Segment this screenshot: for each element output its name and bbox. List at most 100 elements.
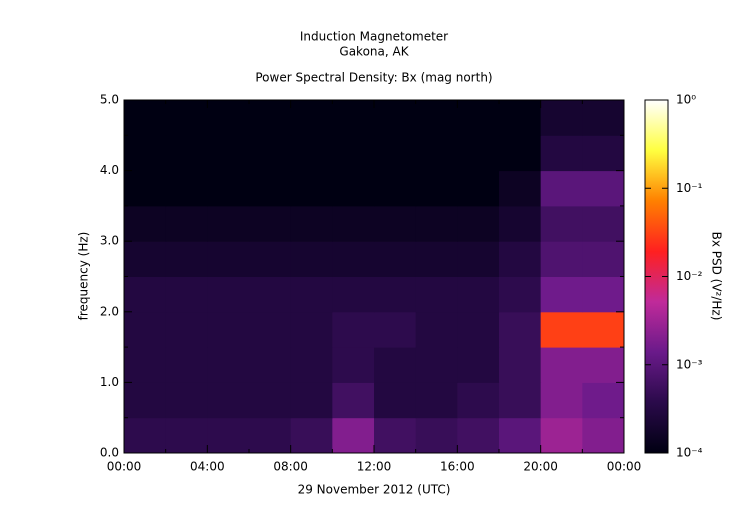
heatmap-cell: [499, 135, 542, 172]
heatmap-cell: [415, 135, 458, 172]
heatmap-cell: [499, 382, 542, 419]
heatmap-cell: [290, 205, 333, 242]
heatmap-cell: [290, 382, 333, 419]
heatmap-cell: [207, 135, 250, 172]
heatmap-cell: [207, 100, 250, 136]
heatmap-cell: [415, 311, 458, 348]
heatmap-cell: [540, 347, 583, 383]
colorbar-tick-label: 10⁻¹: [676, 181, 703, 195]
heatmap-cell: [290, 417, 333, 454]
heatmap-cell: [207, 170, 250, 207]
heatmap-cell: [499, 241, 542, 277]
heatmap-cell: [457, 135, 500, 172]
heatmap-cell: [332, 417, 375, 454]
heatmap-cell: [499, 170, 542, 207]
heatmap-cell: [249, 382, 292, 419]
heatmap-cell: [124, 205, 167, 242]
heatmap-cell: [457, 276, 500, 313]
heatmap-cell: [165, 100, 208, 136]
heatmap-cell: [249, 241, 292, 277]
heatmap-cell: [374, 311, 417, 348]
heatmap-cell: [290, 347, 333, 383]
y-tick-label: 5.0: [100, 93, 119, 107]
heatmap-cell: [332, 100, 375, 136]
heatmap-cell: [499, 417, 542, 454]
heatmap-cell: [540, 382, 583, 419]
heatmap-cell: [457, 170, 500, 207]
heatmap-cell: [457, 417, 500, 454]
heatmap-cell: [499, 311, 542, 348]
heatmap-cell: [415, 347, 458, 383]
heatmap-cell: [415, 417, 458, 454]
colorbar-tick-label: 10⁻⁴: [676, 446, 703, 460]
heatmap-cell: [540, 417, 583, 454]
y-tick-label: 4.0: [100, 163, 119, 177]
heatmap-cell: [165, 135, 208, 172]
heatmap-cell: [249, 347, 292, 383]
y-tick-label: 0.0: [100, 446, 119, 460]
heatmap-cell: [374, 205, 417, 242]
x-tick-label: 16:00: [440, 460, 475, 474]
heatmap-cell: [165, 205, 208, 242]
heatmap-cell: [124, 417, 167, 454]
heatmap-cell: [374, 241, 417, 277]
heatmap-cell: [582, 170, 625, 207]
x-tick-label: 00:00: [607, 460, 642, 474]
heatmap-cell: [374, 347, 417, 383]
heatmap-cell: [540, 241, 583, 277]
heatmap-cell: [207, 311, 250, 348]
y-axis-label: frequency (Hz): [77, 232, 91, 321]
heatmap-cell: [332, 311, 375, 348]
heatmap-cell: [290, 100, 333, 136]
heatmap-cell: [374, 417, 417, 454]
heatmap-cell: [415, 241, 458, 277]
heatmap-cell: [415, 276, 458, 313]
heatmap-cell: [290, 135, 333, 172]
heatmap-cell: [124, 100, 167, 136]
chart-subtitle: Gakona, AK: [339, 45, 409, 59]
heatmap-cell: [540, 135, 583, 172]
plot-title: Power Spectral Density: Bx (mag north): [255, 71, 492, 85]
heatmap-cell: [457, 205, 500, 242]
heatmap-cell: [457, 347, 500, 383]
colorbar-tick-label: 10⁻²: [676, 269, 703, 283]
heatmap-cell: [207, 241, 250, 277]
heatmap-cell: [165, 417, 208, 454]
heatmap-cell: [415, 100, 458, 136]
heatmap-cell: [124, 241, 167, 277]
heatmap-cell: [249, 135, 292, 172]
colorbar-tick-label: 10⁻³: [676, 357, 703, 371]
heatmap-cell: [124, 135, 167, 172]
heatmap-cell: [582, 382, 625, 419]
heatmap-cell: [207, 382, 250, 419]
heatmap-cell: [249, 170, 292, 207]
heatmap-cell: [165, 241, 208, 277]
heatmap-cell: [415, 205, 458, 242]
x-tick-label: 08:00: [273, 460, 308, 474]
heatmap-cell: [249, 100, 292, 136]
heatmap-cell: [415, 382, 458, 419]
y-tick-label: 1.0: [100, 375, 119, 389]
heatmap-cell: [124, 170, 167, 207]
heatmap-cell: [249, 311, 292, 348]
heatmap-cell: [582, 135, 625, 172]
heatmap-cell: [249, 417, 292, 454]
heatmap-cell: [582, 205, 625, 242]
heatmap-cell: [124, 347, 167, 383]
heatmap-cell: [582, 311, 625, 348]
heatmap: [124, 100, 625, 454]
heatmap-cell: [332, 205, 375, 242]
heatmap-cell: [332, 382, 375, 419]
heatmap-cell: [415, 170, 458, 207]
heatmap-cell: [457, 311, 500, 348]
heatmap-cell: [374, 100, 417, 136]
heatmap-cell: [165, 347, 208, 383]
heatmap-cell: [332, 241, 375, 277]
heatmap-cell: [249, 205, 292, 242]
heatmap-cell: [207, 347, 250, 383]
y-tick-label: 3.0: [100, 234, 119, 248]
heatmap-cell: [374, 170, 417, 207]
heatmap-cell: [582, 417, 625, 454]
heatmap-cell: [540, 170, 583, 207]
heatmap-cell: [540, 205, 583, 242]
